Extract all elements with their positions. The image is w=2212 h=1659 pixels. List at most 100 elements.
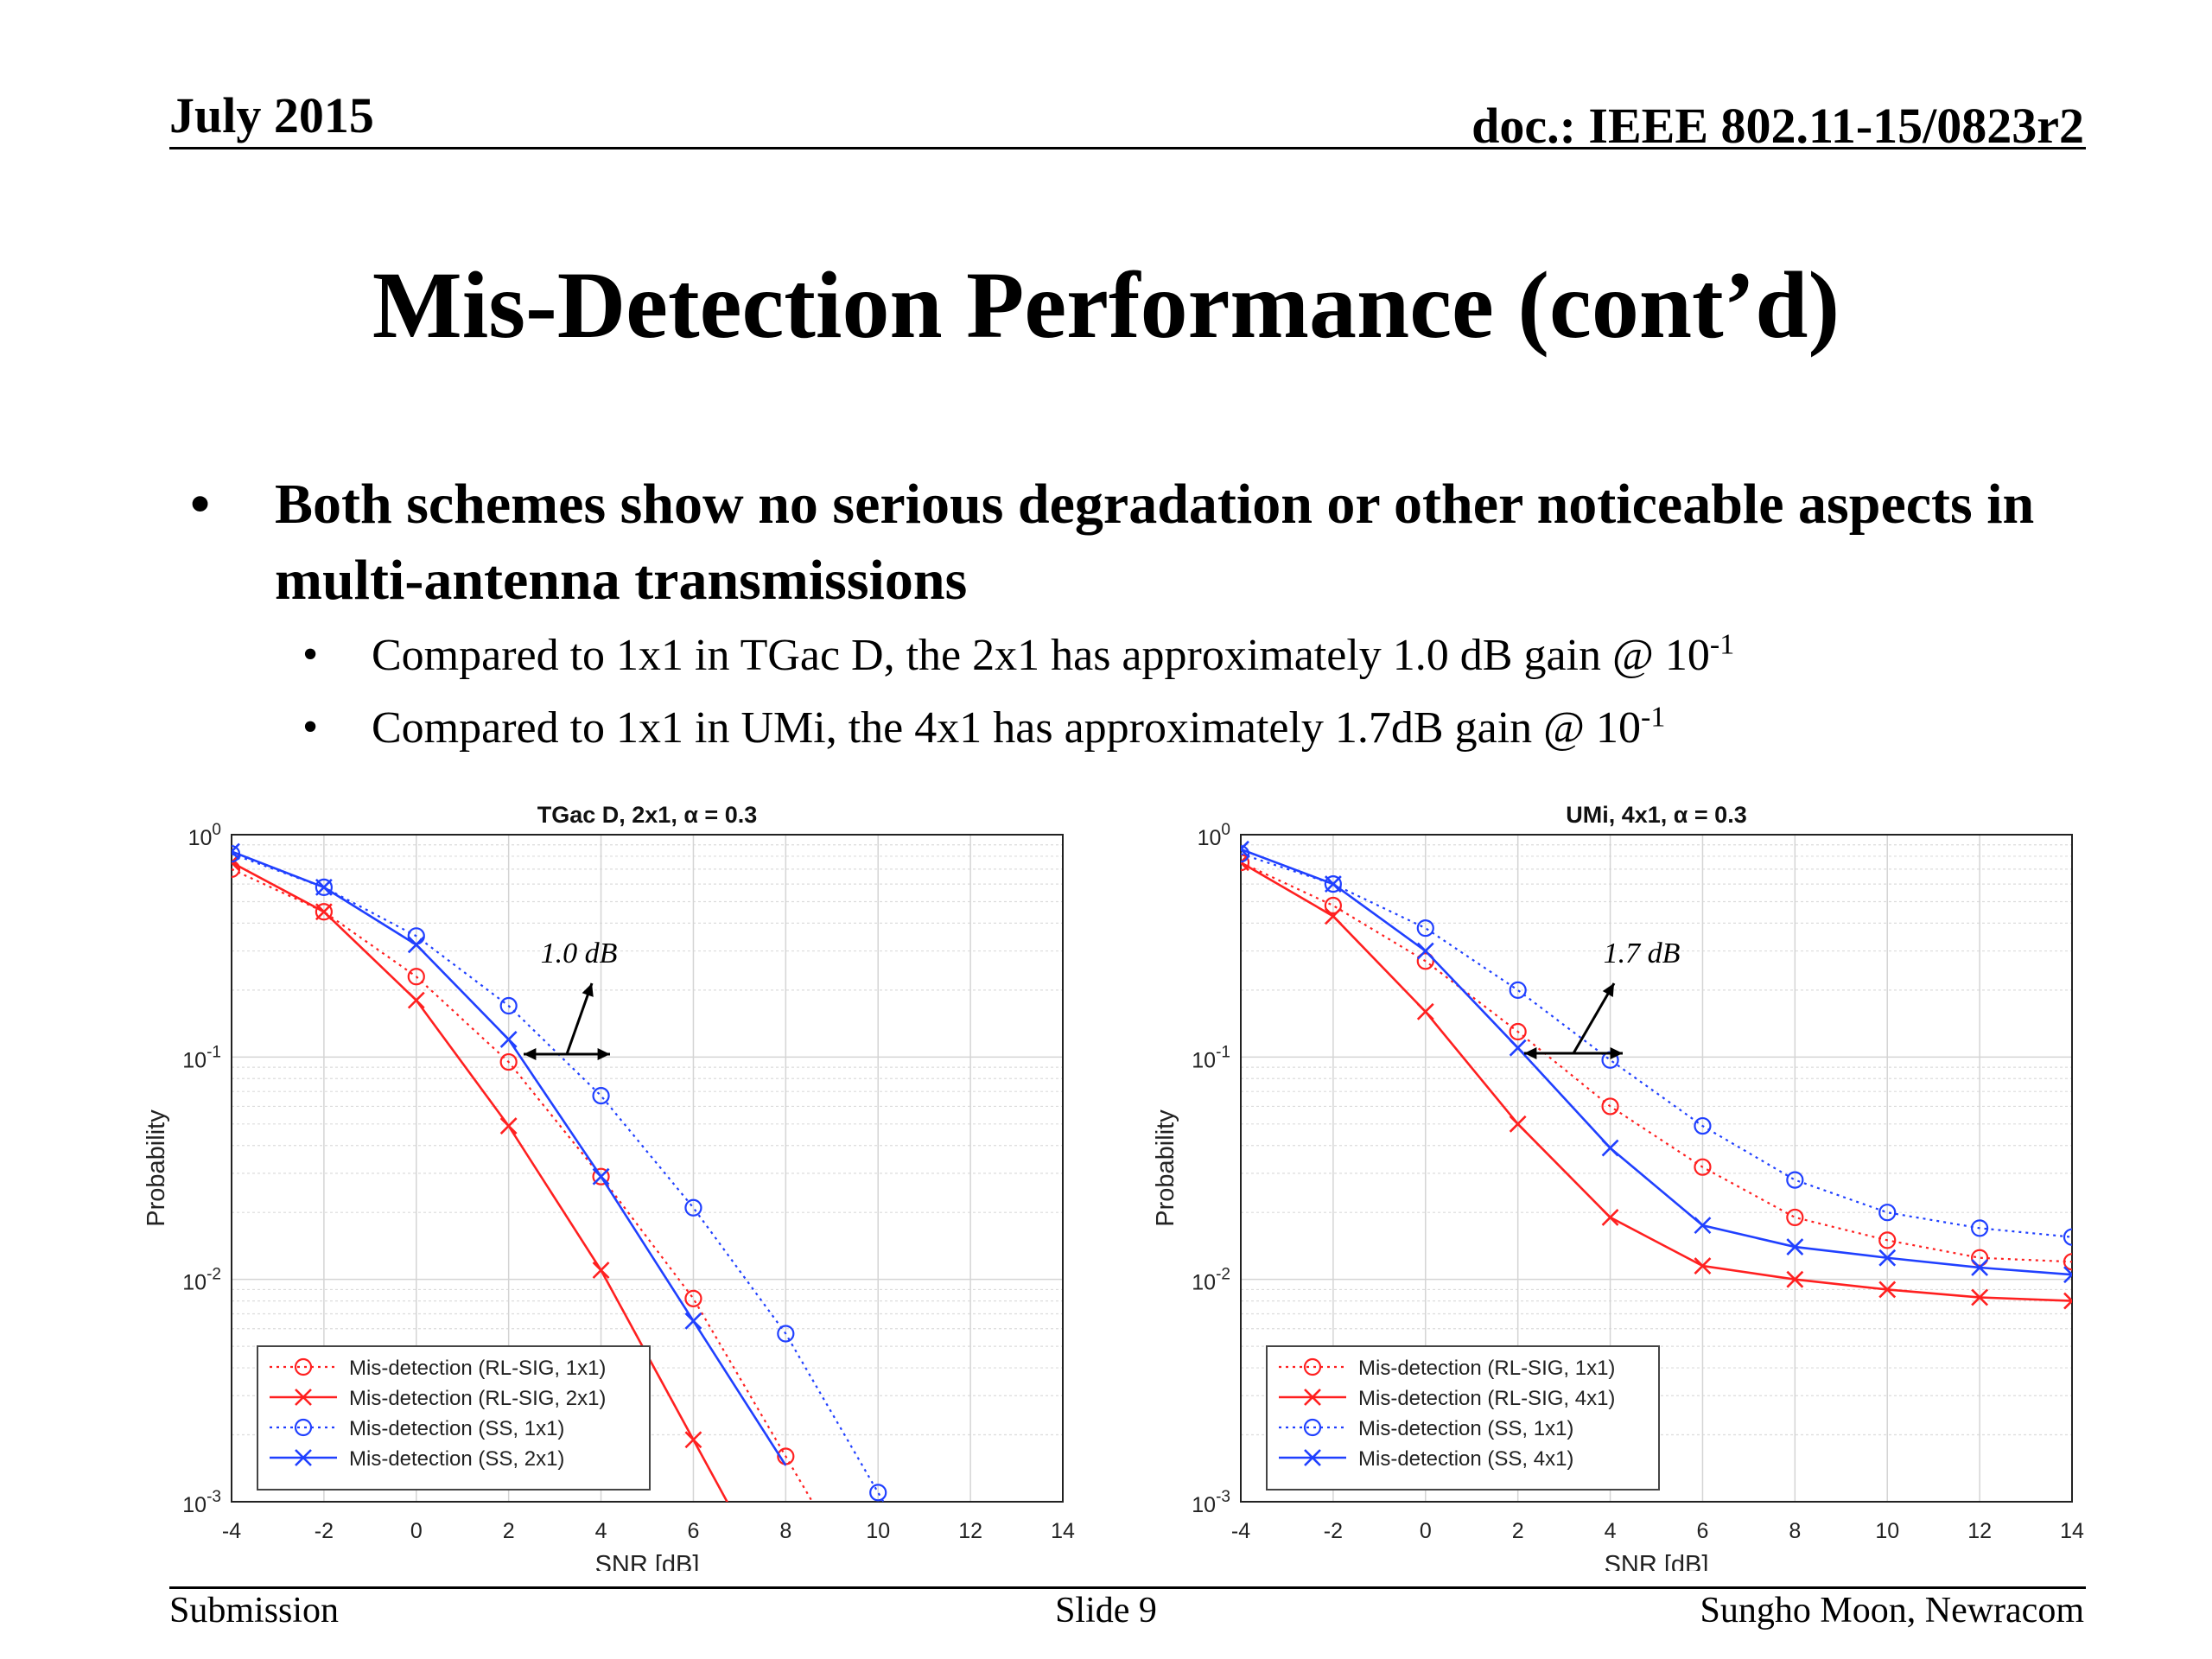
data-point <box>1601 1139 1619 1157</box>
data-point <box>315 878 333 896</box>
data-point <box>1416 952 1434 970</box>
x-tick-label: -2 <box>315 1519 334 1543</box>
data-point <box>1971 1219 1989 1237</box>
footer-slide-number: Slide 9 <box>1055 1591 1157 1630</box>
data-point <box>1601 1209 1619 1226</box>
series-line <box>1241 861 2072 1263</box>
x-tick-label: 8 <box>779 1519 791 1543</box>
data-point <box>684 1289 702 1307</box>
data-point <box>1509 1039 1527 1057</box>
x-tick-label: 10 <box>866 1519 890 1543</box>
x-tick-label: -2 <box>1324 1519 1343 1543</box>
y-tick-label: 10-3 <box>182 1488 221 1517</box>
data-point <box>294 1418 313 1437</box>
data-point <box>1971 1249 1989 1267</box>
data-point <box>1786 1208 1804 1227</box>
data-point <box>1241 854 1249 872</box>
legend-entry: Mis-detection (RL-SIG, 2x1) <box>349 1387 606 1410</box>
legend-entry: Mis-detection (SS, 1x1) <box>349 1417 564 1440</box>
data-point <box>869 1484 887 1502</box>
data-point <box>2063 1253 2072 1271</box>
data-point <box>777 1325 795 1343</box>
data-point <box>1694 1116 1712 1135</box>
y-tick-label: 100 <box>188 821 221 850</box>
data-point <box>1509 1022 1527 1041</box>
footer-author: Sungho Moon, Newracom <box>1700 1591 2084 1630</box>
x-tick-label: 4 <box>1605 1519 1617 1543</box>
legend-entry: Mis-detection (RL-SIG, 1x1) <box>349 1357 606 1380</box>
data-point <box>592 1262 610 1279</box>
data-point <box>684 1198 702 1217</box>
data-point <box>499 1117 518 1135</box>
gain-annotation: 1.7 dB <box>1524 938 1681 1059</box>
bullet-main-text: Both schemes show no serious degradation… <box>275 473 2035 612</box>
x-tick-label: -4 <box>1231 1519 1250 1543</box>
legend-entry: Mis-detection (RL-SIG, 4x1) <box>1358 1387 1615 1410</box>
chart-svg: -4 -2 0 2 4 6 8 10 12 14 100 10-1 10-2 10-3 TGac D, 2x… <box>143 802 1075 1579</box>
data-point <box>2063 1292 2072 1310</box>
data-point <box>499 1031 518 1048</box>
header-doc-id: doc.: IEEE 802.11-15/0823r2 <box>1471 98 2084 154</box>
y-axis-label: Probability <box>1152 1109 1179 1227</box>
bullet-sub-2-text: Compared to 1x1 in UMi, the 4x1 has appr… <box>372 703 1642 753</box>
data-point <box>232 842 240 861</box>
header-date: July 2015 <box>169 87 374 143</box>
y-tick-label: 100 <box>1198 821 1230 850</box>
x-tick-label: 14 <box>2060 1519 2084 1543</box>
series-line <box>1241 861 2072 1302</box>
plot-frame <box>231 834 1064 1503</box>
data-point <box>1509 1115 1527 1133</box>
data-point <box>1694 1257 1712 1274</box>
data-point <box>1241 840 1249 858</box>
data-point <box>1241 845 1250 863</box>
series-line <box>232 853 885 1502</box>
bullet-sub-2: • Compared to 1x1 in UMi, the 4x1 has ap… <box>302 702 1665 753</box>
y-tick-label: 10-1 <box>1192 1043 1230 1072</box>
y-tick-label: 10-2 <box>182 1266 221 1295</box>
gain-annotation: 1.0 dB <box>524 938 618 1060</box>
data-point <box>1509 981 1527 999</box>
bullet-sub-1-text: Compared to 1x1 in TGac D, the 2x1 has a… <box>372 631 1710 681</box>
data-point <box>1416 942 1434 960</box>
series-1 <box>232 854 728 1502</box>
data-point <box>684 1431 702 1449</box>
data-point <box>315 878 333 896</box>
y-axis-label: Probability <box>143 1109 170 1227</box>
data-point <box>2063 1266 2072 1284</box>
data-point <box>1601 1097 1619 1116</box>
chart-title: UMi, 4x1, α = 0.3 <box>1566 802 1746 828</box>
x-axis-label: SNR [dB] <box>1605 1551 1709 1571</box>
bullet-sub-1: • Compared to 1x1 in TGac D, the 2x1 has… <box>302 629 1734 681</box>
data-point <box>407 968 425 986</box>
legend: Mis-detection (RL-SIG, 1x1) Mis-detection… <box>1266 1345 1660 1491</box>
x-tick-label: 10 <box>1875 1519 1899 1543</box>
data-point <box>315 903 333 921</box>
data-point <box>1304 1389 1321 1406</box>
y-tick-label: 10-1 <box>182 1043 221 1072</box>
data-point <box>1416 1002 1434 1020</box>
data-point <box>294 1357 313 1376</box>
legend: Mis-detection (RL-SIG, 1x1) Mis-detection… <box>257 1345 651 1491</box>
x-tick-label: 2 <box>1512 1519 1524 1543</box>
y-tick-label: 10-3 <box>1192 1488 1230 1517</box>
chart-svg: -4 -2 0 2 4 6 8 10 12 14 100 10-1 10-2 10-3 UMi, 4x1, … <box>1152 802 2084 1579</box>
data-point <box>1416 919 1434 938</box>
data-point <box>499 1052 518 1071</box>
data-point <box>1786 1270 1804 1288</box>
x-tick-label: 12 <box>1967 1519 1992 1543</box>
data-point <box>1324 874 1342 893</box>
annotation-label: 1.7 dB <box>1604 938 1681 969</box>
series-line <box>1241 848 2072 1276</box>
data-point <box>1971 1288 1989 1306</box>
data-point <box>1304 1449 1321 1466</box>
chart-title: TGac D, 2x1, α = 0.3 <box>537 802 757 828</box>
legend-entry: Mis-detection (SS, 4x1) <box>1358 1447 1573 1471</box>
data-point <box>1241 854 1250 872</box>
data-point <box>1303 1357 1322 1376</box>
legend-entry: Mis-detection (RL-SIG, 1x1) <box>1358 1357 1615 1380</box>
data-point <box>1971 1259 1989 1276</box>
data-point <box>407 936 425 954</box>
data-point <box>499 996 518 1015</box>
x-axis-label: SNR [dB] <box>595 1551 700 1571</box>
data-point <box>295 1449 312 1466</box>
